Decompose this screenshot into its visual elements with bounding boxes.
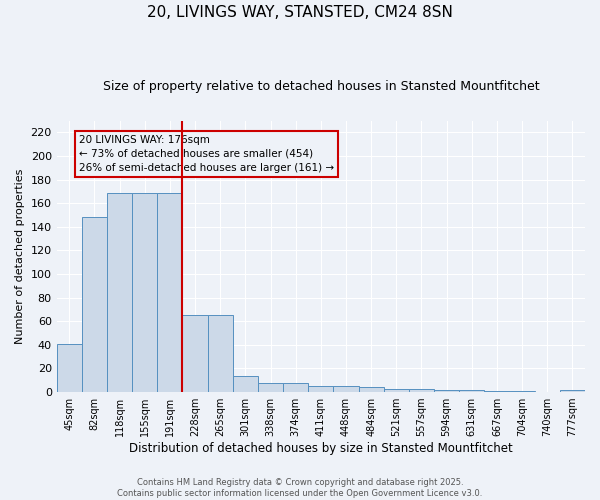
- Bar: [359, 388, 384, 392]
- Bar: [459, 390, 484, 392]
- Bar: [283, 382, 308, 392]
- Bar: [334, 386, 359, 392]
- Bar: [509, 391, 535, 392]
- Y-axis label: Number of detached properties: Number of detached properties: [15, 168, 25, 344]
- Bar: [107, 192, 132, 392]
- Text: 20, LIVINGS WAY, STANSTED, CM24 8SN: 20, LIVINGS WAY, STANSTED, CM24 8SN: [147, 5, 453, 20]
- Bar: [208, 316, 233, 392]
- Bar: [308, 386, 334, 392]
- Title: Size of property relative to detached houses in Stansted Mountfitchet: Size of property relative to detached ho…: [103, 80, 539, 93]
- Bar: [258, 382, 283, 392]
- X-axis label: Distribution of detached houses by size in Stansted Mountfitchet: Distribution of detached houses by size …: [129, 442, 513, 455]
- Bar: [233, 376, 258, 392]
- Bar: [82, 218, 107, 392]
- Bar: [182, 316, 208, 392]
- Bar: [409, 388, 434, 392]
- Text: Contains HM Land Registry data © Crown copyright and database right 2025.
Contai: Contains HM Land Registry data © Crown c…: [118, 478, 482, 498]
- Bar: [384, 388, 409, 392]
- Bar: [484, 391, 509, 392]
- Text: 20 LIVINGS WAY: 176sqm
← 73% of detached houses are smaller (454)
26% of semi-de: 20 LIVINGS WAY: 176sqm ← 73% of detached…: [79, 134, 334, 172]
- Bar: [434, 390, 459, 392]
- Bar: [560, 390, 585, 392]
- Bar: [157, 192, 182, 392]
- Bar: [56, 344, 82, 392]
- Bar: [132, 192, 157, 392]
